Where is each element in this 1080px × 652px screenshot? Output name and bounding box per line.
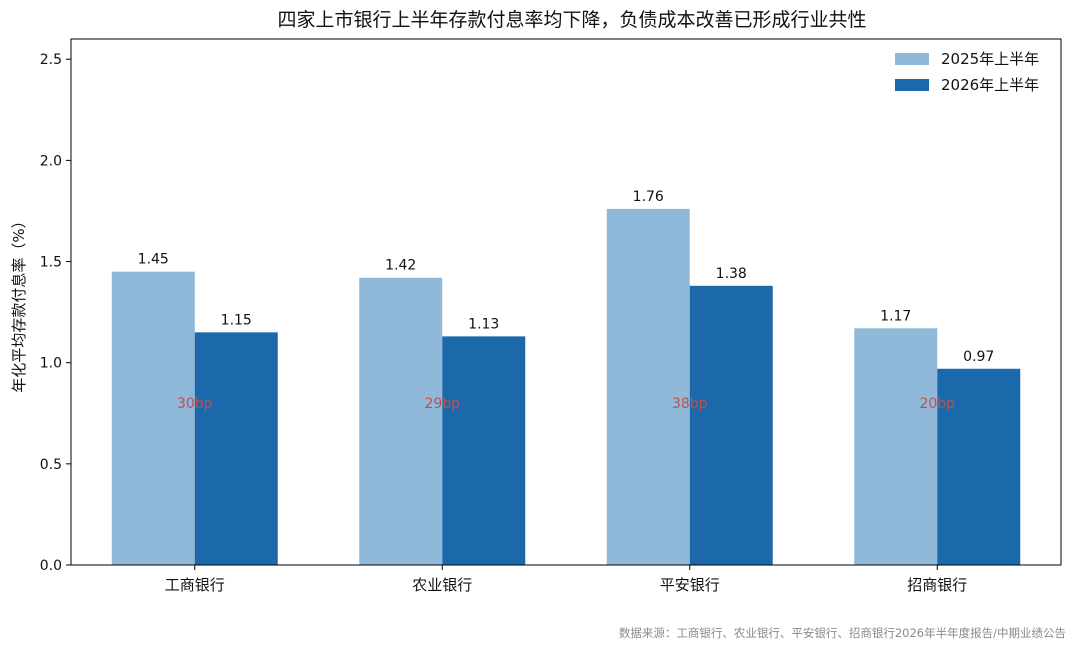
bar-2025h1 (606, 208, 690, 565)
bar-2026h1 (194, 332, 278, 565)
bar-value-label: 1.45 (138, 252, 169, 268)
bar-2026h1 (937, 368, 1021, 565)
y-tick-label: 2.0 (40, 153, 62, 169)
bar-2025h1 (854, 328, 938, 565)
decline-annotation: 30bp (177, 396, 213, 412)
legend-swatch (895, 79, 929, 91)
y-tick-label: 1.5 (40, 255, 62, 271)
source-note: 数据来源：工商银行、农业银行、平安银行、招商银行2026年半年度报告/中期业绩公… (619, 626, 1066, 640)
bar-value-label: 1.17 (880, 308, 911, 324)
bar-value-label: 1.13 (468, 316, 499, 332)
bar-2026h1 (689, 285, 773, 565)
x-tick-label: 工商银行 (165, 576, 225, 594)
y-tick-label: 0.5 (40, 457, 62, 473)
bar-2025h1 (359, 277, 443, 565)
y-tick-label: 1.0 (40, 356, 62, 372)
plot-area: 1.45 1.42 1.76 1.17 1.15 1.13 1.38 0.97 30bp 29bp… (40, 38, 1062, 594)
bar-value-label: 1.15 (221, 312, 252, 328)
bar-value-label: 1.42 (385, 258, 416, 274)
bar-2026h1 (442, 336, 526, 565)
legend-label: 2026年上半年 (941, 76, 1039, 94)
bar-2025h1 (111, 271, 195, 565)
legend: 2025年上半年 2026年上半年 (895, 50, 1039, 94)
y-axis-label: 年化平均存款付息率（%） (10, 213, 28, 392)
plot-frame (70, 38, 1062, 566)
decline-annotation: 20bp (919, 396, 955, 412)
legend-label: 2025年上半年 (941, 50, 1039, 68)
bar-value-label: 1.76 (633, 189, 664, 205)
x-tick-label: 平安银行 (660, 576, 720, 594)
y-tick-label: 0.0 (40, 558, 62, 574)
decline-annotation: 29bp (424, 396, 460, 412)
y-tick-label: 2.5 (40, 52, 62, 68)
decline-annotation: 38bp (672, 396, 708, 412)
x-tick-label: 农业银行 (412, 576, 472, 594)
bar-value-label: 0.97 (963, 349, 994, 365)
legend-swatch (895, 53, 929, 65)
chart-title: 四家上市银行上半年存款付息率均下降，负债成本改善已形成行业共性 (277, 9, 866, 31)
bar-value-label: 1.38 (716, 266, 747, 282)
x-tick-label: 招商银行 (907, 576, 967, 594)
